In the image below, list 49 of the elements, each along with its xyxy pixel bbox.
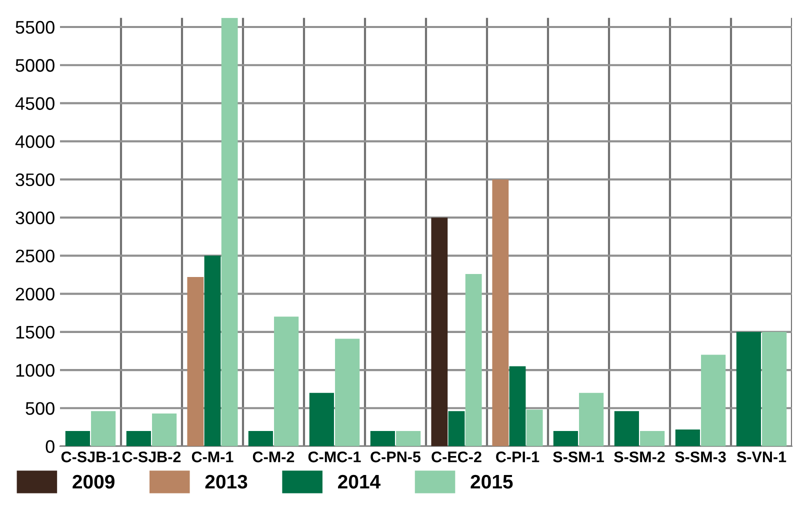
bar [396,431,421,446]
bar [736,332,761,446]
legend-label: 2015 [470,474,513,489]
bar [640,431,665,446]
y-tick-label: 3000 [16,212,54,224]
bar [91,411,116,446]
y-tick-label: 4000 [15,135,54,148]
y-tick-label: 0 [46,440,54,453]
x-tick-label: S-SM-1 [553,452,604,462]
x-tick-label: C-SJB-1 [61,452,120,462]
y-tick-label: 2000 [16,288,54,301]
bar [274,316,299,446]
y-tick-label: 5000 [16,59,54,72]
bar [553,431,578,446]
x-tick-label: C-EC-2 [432,452,482,462]
bar [614,411,639,446]
x-tick-label: S-SM-3 [675,452,726,462]
legend-label: 2013 [205,474,248,489]
bar [370,431,395,446]
y-tick-label: 3500 [16,173,54,186]
bar [248,431,273,446]
y-tick-label: 1500 [16,326,54,339]
legend-label: 2014 [338,474,380,489]
bar [187,277,204,446]
y-tick-label: 2500 [16,250,54,262]
bar [309,392,334,446]
x-tick-label: S-VN-1 [736,452,786,462]
y-tick-label: 500 [26,402,54,415]
bar [65,431,90,446]
x-tick-label: C-M-1 [192,452,234,462]
x-tick-label: S-SM-2 [614,452,665,462]
x-tick-label: C-MC-1 [308,452,361,462]
bar [431,218,448,446]
x-tick-label: C-M-2 [252,452,294,462]
y-tick-label: 1000 [16,364,54,377]
bar [675,429,700,446]
bar [335,338,360,446]
bar [579,392,604,446]
legend-label: 2009 [72,474,114,489]
x-tick-label: C-PN-5 [370,452,421,462]
bar [492,179,509,446]
x-tick-label: C-PI-1 [496,452,540,462]
y-tick-label: 4500 [15,97,54,110]
bar [701,354,726,446]
y-tick-label: 5500 [16,20,54,34]
bar [126,431,151,446]
bar [152,413,177,446]
bar [762,332,787,446]
x-tick-label: C-SJB-2 [122,452,181,462]
